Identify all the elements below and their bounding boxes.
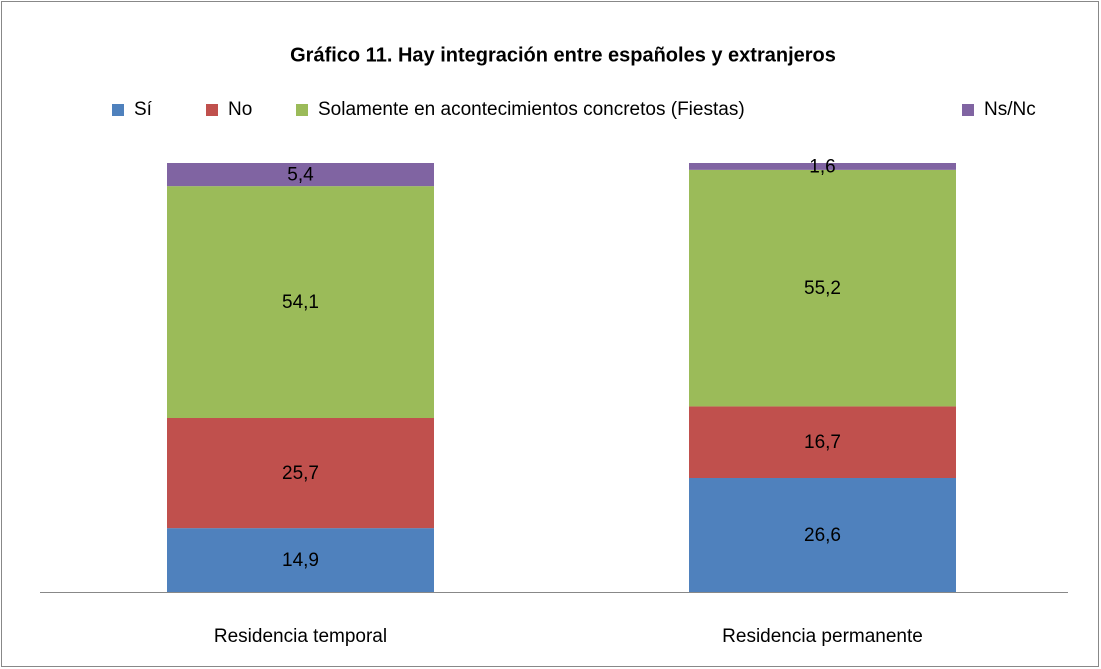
data-label: 54,1	[282, 292, 319, 313]
legend-label: Ns/Nc	[984, 99, 1036, 120]
data-label: 1,6	[809, 156, 835, 177]
bar-segment	[167, 418, 434, 529]
bar-segment	[689, 169, 956, 407]
legend-swatch	[112, 104, 124, 116]
legend-swatch	[962, 104, 974, 116]
bar-segment	[167, 186, 434, 418]
bar-segment	[167, 163, 434, 187]
bar-segment	[689, 406, 956, 478]
data-label: 5,4	[287, 165, 314, 186]
bar-segment	[689, 478, 956, 592]
bar-segment	[167, 528, 434, 592]
legend-label: No	[228, 99, 252, 120]
legend-label: Solamente en acontecimientos concretos (…	[318, 99, 745, 120]
data-label: 55,2	[804, 278, 841, 299]
data-label: 14,9	[282, 550, 319, 571]
data-label: 26,6	[804, 525, 841, 546]
legend-swatch	[206, 104, 218, 116]
data-label: 25,7	[282, 463, 319, 484]
bar-segment	[689, 163, 956, 170]
legend-label: Sí	[134, 99, 153, 120]
data-label: 16,7	[804, 432, 841, 453]
chart-title: Gráfico 11. Hay integración entre españo…	[290, 44, 836, 66]
x-tick-label: Residencia permanente	[722, 626, 923, 647]
legend-swatch	[296, 104, 308, 116]
x-tick-label: Residencia temporal	[214, 626, 387, 647]
